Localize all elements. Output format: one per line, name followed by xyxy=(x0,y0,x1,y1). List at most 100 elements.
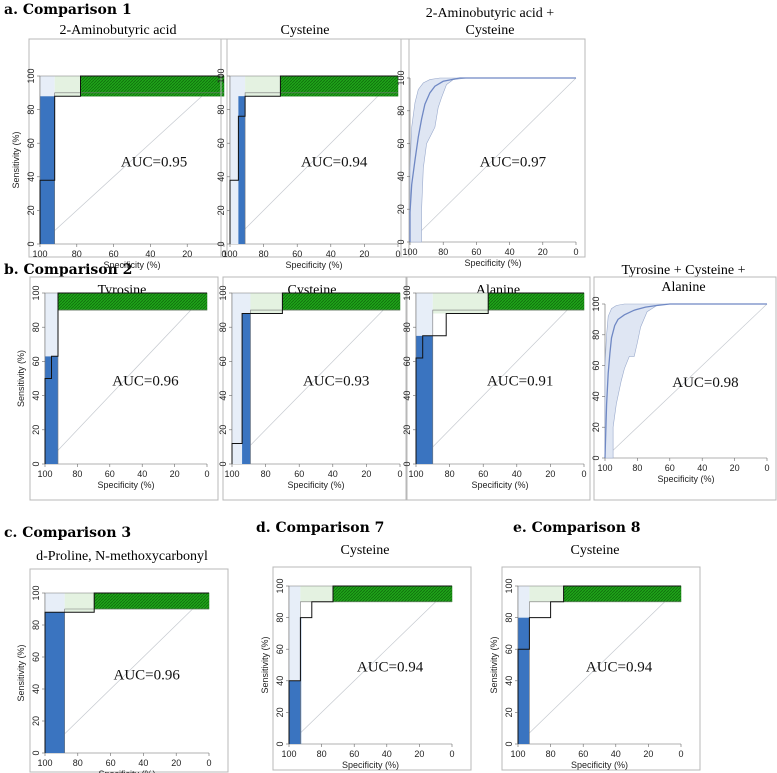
y-tick-label: 100 xyxy=(591,296,601,311)
x-tick-label: 40 xyxy=(611,749,621,759)
chart-title-a1: 2-Aminobutyric acid xyxy=(59,23,177,38)
x-tick-label: 80 xyxy=(445,469,455,479)
y-tick-label: 40 xyxy=(31,391,41,401)
x-axis-label: Specificity (%) xyxy=(464,258,521,268)
section-label-d: d. Comparison 7 xyxy=(256,520,385,536)
ci-lower-line xyxy=(432,309,584,464)
y-tick-label: 40 xyxy=(218,391,228,401)
ci-cell-1 xyxy=(45,293,58,357)
ci-cell-3 xyxy=(487,292,585,311)
x-axis-label: Specificity (%) xyxy=(657,474,714,484)
reference-diagonal xyxy=(39,75,225,245)
x-tick-label: 80 xyxy=(546,749,556,759)
panel-frame xyxy=(400,38,586,258)
x-tick-label: 80 xyxy=(317,749,327,759)
roc-chart-b3: 100 80 60 40 20 0 0 20 40 60 80 100 Specificity (%) A… xyxy=(402,276,591,501)
y-axis-label: Sensitivity (%) xyxy=(16,350,26,407)
y-tick-label: 0 xyxy=(275,741,285,746)
reference-diagonal xyxy=(231,292,401,465)
x-tick-label: 100 xyxy=(597,463,612,473)
auc-label: AUC=0.94 xyxy=(301,155,368,171)
reference-diagonal xyxy=(288,585,453,745)
x-tick-label: 80 xyxy=(632,463,642,473)
ci-cell-1 xyxy=(238,96,246,244)
y-tick-label: 60 xyxy=(591,361,601,371)
x-axis-label: Specificity (%) xyxy=(342,760,399,770)
roc-chart-a3: 100 80 60 40 20 0 0 20 40 60 80 100 Specificity (%) A… xyxy=(396,38,586,268)
x-tick-label: 100 xyxy=(281,749,296,759)
x-tick-label: 100 xyxy=(510,749,525,759)
y-tick-label: 20 xyxy=(591,422,601,432)
roc-curve xyxy=(288,585,452,744)
x-axis-label: Specificity (%) xyxy=(103,260,160,270)
ci-cell-1 xyxy=(242,313,251,464)
y-axis-label: Sensitivity (%) xyxy=(489,636,499,693)
panel-frame xyxy=(406,276,591,501)
y-tick-label: 60 xyxy=(216,138,226,148)
x-tick-label: 0 xyxy=(678,749,683,759)
roc-curve xyxy=(229,75,398,244)
chart-title-a2: Cysteine xyxy=(280,23,330,38)
chart-title-b4-line1: Tyrosine + Cysteine + xyxy=(621,263,746,278)
x-tick-label: 40 xyxy=(382,749,392,759)
x-tick-label: 40 xyxy=(137,469,147,479)
x-tick-label: 40 xyxy=(326,249,336,259)
y-tick-label: 80 xyxy=(216,105,226,115)
auc-label: AUC=0.97 xyxy=(480,155,547,171)
ci-cell-3 xyxy=(93,592,210,610)
x-tick-label: 100 xyxy=(402,247,417,257)
y-tick-label: 0 xyxy=(31,461,41,466)
x-tick-label: 0 xyxy=(397,469,402,479)
y-tick-label: 40 xyxy=(216,172,226,182)
y-tick-label: 0 xyxy=(218,461,228,466)
ci-cell-0 xyxy=(45,612,65,753)
x-tick-label: 20 xyxy=(730,463,740,473)
panel-frame xyxy=(272,566,472,771)
x-tick-label: 40 xyxy=(512,469,522,479)
x-tick-label: 100 xyxy=(37,469,52,479)
panel-frame xyxy=(28,38,228,258)
panel-frame xyxy=(501,566,701,771)
y-tick-label: 80 xyxy=(31,322,41,332)
roc-chart-b1: 100 80 60 40 20 0 0 20 40 60 80 100 Specificity (%) S… xyxy=(16,276,219,501)
ci-cell-0 xyxy=(289,586,301,744)
x-tick-label: 100 xyxy=(32,249,47,259)
ci-cell-2 xyxy=(54,76,81,97)
roc-chart-b4: 100 80 60 40 20 0 0 20 40 60 80 100 Specificity (%) A… xyxy=(591,276,777,501)
reference-diagonal xyxy=(517,585,682,745)
x-tick-label: 40 xyxy=(328,469,338,479)
ci-cell-2 xyxy=(64,593,95,613)
roc-chart-b2: 100 80 60 40 20 0 0 20 40 60 80 100 Specificity (%) A… xyxy=(218,276,407,501)
panel-frame xyxy=(222,276,407,501)
y-tick-label: 80 xyxy=(31,620,41,630)
ci-lower-line xyxy=(54,92,224,244)
x-tick-label: 0 xyxy=(581,469,586,479)
y-tick-label: 80 xyxy=(396,106,406,116)
y-tick-label: 60 xyxy=(275,644,285,654)
chart-title-b4: Tyrosine + Cysteine + Alanine xyxy=(592,262,775,296)
y-tick-label: 100 xyxy=(31,585,41,600)
ci-cell-3 xyxy=(300,586,334,602)
y-tick-label: 60 xyxy=(396,139,406,149)
y-tick-label: 0 xyxy=(26,241,36,246)
roc-curve xyxy=(44,292,207,464)
auc-label: AUC=0.93 xyxy=(303,373,369,389)
y-tick-label: 60 xyxy=(504,644,514,654)
x-tick-label: 20 xyxy=(414,749,424,759)
reference-diagonal xyxy=(604,303,768,459)
x-tick-label: 40 xyxy=(505,247,515,257)
y-axis-label: Sensitivity (%) xyxy=(260,636,270,693)
ci-cell-3 xyxy=(563,585,682,603)
ci-cell-0 xyxy=(518,617,530,744)
chart-title-a3-line1: 2-Aminobutyric acid + xyxy=(425,6,555,21)
y-tick-label: 0 xyxy=(591,455,601,460)
roc-curve xyxy=(44,592,209,753)
y-tick-label: 0 xyxy=(216,241,226,246)
y-tick-label: 0 xyxy=(504,741,514,746)
panel-frame xyxy=(593,276,777,501)
reference-diagonal xyxy=(229,75,399,245)
ci-cell-3 xyxy=(80,75,225,97)
y-tick-label: 40 xyxy=(275,676,285,686)
roc-chart-a1: 100 80 60 40 20 0 0 20 40 60 80 100 Specificity (%) S… xyxy=(11,38,228,270)
x-tick-label: 80 xyxy=(259,249,269,259)
